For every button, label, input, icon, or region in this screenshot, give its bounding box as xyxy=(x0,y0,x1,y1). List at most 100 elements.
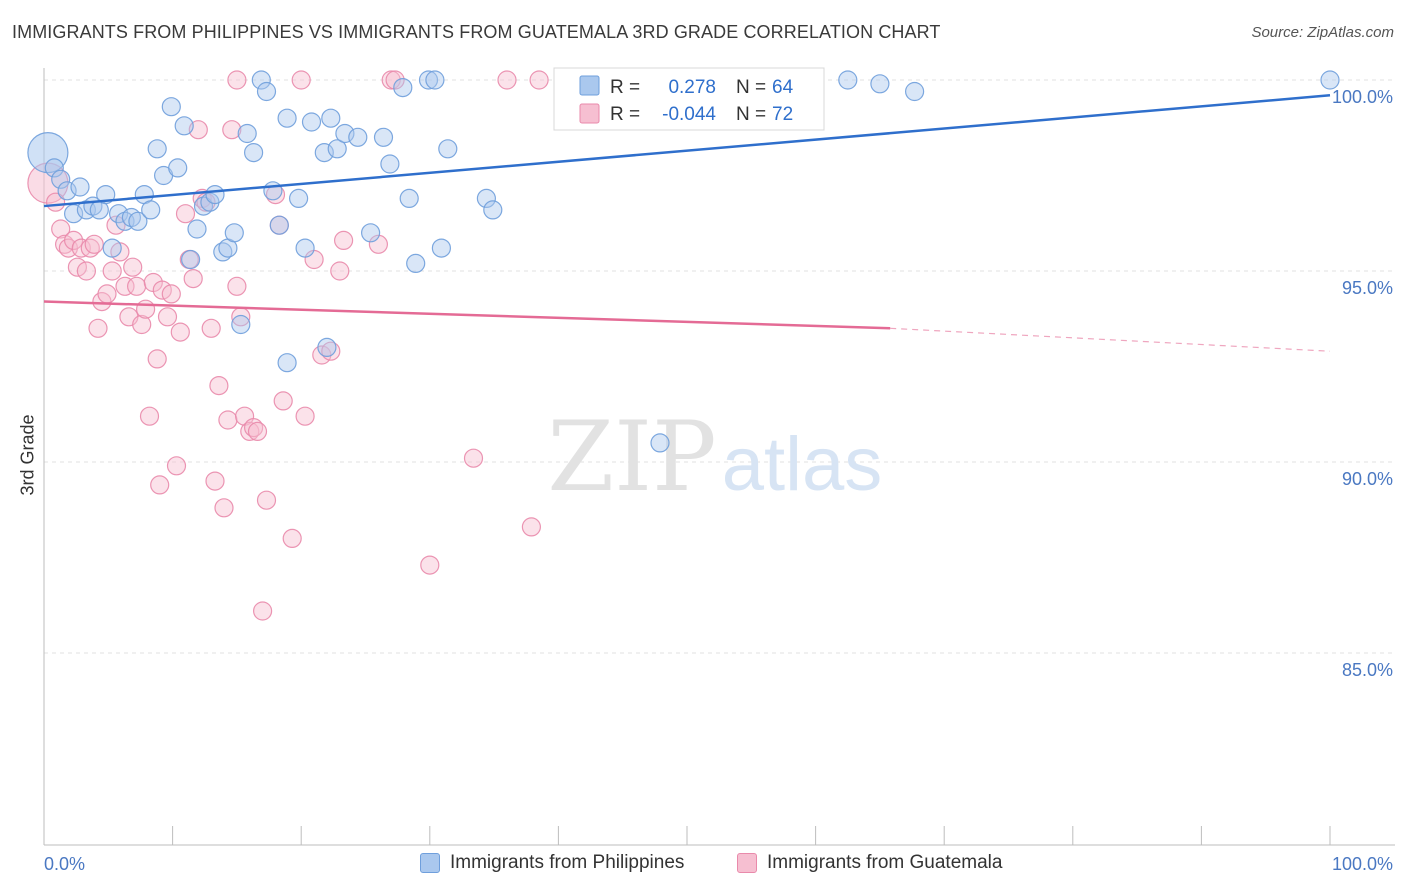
y-tick-label-3: 100.0% xyxy=(1332,87,1393,107)
stats-r-value-philippines: 0.278 xyxy=(668,77,716,98)
point-philippines-35 xyxy=(263,181,283,201)
y-tick-label-2: 95.0% xyxy=(1342,278,1393,298)
point-guatemala-55 xyxy=(295,406,315,426)
point-philippines-26 xyxy=(205,185,225,205)
point-philippines-53 xyxy=(425,70,445,90)
y-tick-label-0: 85.0% xyxy=(1342,660,1393,680)
series-guatemala-points xyxy=(27,70,549,621)
chart-title: IMMIGRANTS FROM PHILIPPINES VS IMMIGRANT… xyxy=(12,22,941,42)
stats-n-value-philippines: 64 xyxy=(772,77,794,98)
point-guatemala-70 xyxy=(150,475,170,495)
point-guatemala-68 xyxy=(291,70,311,90)
point-guatemala-71 xyxy=(521,517,542,537)
point-philippines-31 xyxy=(237,123,257,144)
grid xyxy=(44,79,1395,654)
point-philippines-11 xyxy=(108,204,129,224)
watermark-zip: ZIP xyxy=(547,401,716,513)
point-guatemala-23 xyxy=(139,406,160,426)
point-philippines-64 xyxy=(1320,70,1340,90)
point-philippines-49 xyxy=(393,77,413,98)
point-philippines-17 xyxy=(147,139,167,159)
y-tick-label-1: 90.0% xyxy=(1342,469,1393,489)
point-guatemala-8 xyxy=(76,261,97,281)
point-guatemala-38 xyxy=(205,471,225,491)
point-guatemala-22 xyxy=(136,299,156,319)
point-philippines-45 xyxy=(348,127,368,147)
point-philippines-30 xyxy=(231,314,251,335)
point-guatemala-13 xyxy=(97,284,117,304)
point-philippines-40 xyxy=(301,112,322,132)
legend-item-philippines: Immigrants from Philippines xyxy=(420,852,684,874)
point-guatemala-29 xyxy=(166,456,187,476)
point-guatemala-69 xyxy=(227,70,247,90)
point-guatemala-53 xyxy=(273,391,293,411)
point-philippines-9 xyxy=(96,185,116,205)
point-philippines-14 xyxy=(128,211,148,231)
point-philippines-55 xyxy=(438,139,458,159)
point-guatemala-46 xyxy=(240,421,260,441)
point-guatemala-27 xyxy=(157,307,178,327)
trend-line-guatemala xyxy=(43,300,891,330)
point-philippines-47 xyxy=(373,127,394,147)
point-philippines-23 xyxy=(187,219,207,239)
point-philippines-54 xyxy=(431,238,451,258)
point-guatemala-20 xyxy=(127,276,147,296)
point-philippines-58 xyxy=(317,337,337,357)
point-philippines-32 xyxy=(244,143,264,163)
legend-label-guatemala: Immigrants from Guatemala xyxy=(767,852,1003,873)
stats-n-value-guatemala: 72 xyxy=(772,104,793,125)
point-guatemala-17 xyxy=(115,276,135,296)
legend-item-guatemala: Immigrants from Guatemala xyxy=(737,852,1002,874)
stats-legend-swatch-guatemala xyxy=(579,103,600,124)
point-philippines-56 xyxy=(476,188,496,208)
x-tick-label-1: 100.0% xyxy=(1332,854,1393,874)
point-philippines-48 xyxy=(380,154,400,174)
point-philippines-0 xyxy=(27,132,69,174)
point-philippines-20 xyxy=(168,158,188,178)
point-philippines-51 xyxy=(406,253,426,273)
stats-n-label-philippines: N = xyxy=(736,77,766,98)
point-guatemala-59 xyxy=(330,261,350,281)
point-philippines-16 xyxy=(141,200,161,220)
point-philippines-59 xyxy=(277,353,297,373)
point-philippines-57 xyxy=(483,200,503,220)
axes xyxy=(43,68,1395,846)
point-philippines-21 xyxy=(174,116,194,136)
stats-r-label-guatemala: R = xyxy=(610,104,640,125)
stats-legend-swatch-philippines xyxy=(579,75,600,96)
point-guatemala-21 xyxy=(132,314,152,335)
series-philippines-points xyxy=(27,70,1340,453)
x-tick-label-0: 0.0% xyxy=(44,854,85,874)
trend-line-guatemala-extension xyxy=(890,327,1331,352)
watermark-atlas: atlas xyxy=(722,422,883,507)
point-guatemala-41 xyxy=(218,410,238,430)
point-guatemala-66 xyxy=(497,70,517,90)
point-philippines-34 xyxy=(256,81,277,102)
point-philippines-63 xyxy=(904,81,925,102)
point-philippines-61 xyxy=(838,70,858,90)
point-guatemala-37 xyxy=(201,318,221,338)
stats-r-value-guatemala: -0.044 xyxy=(662,104,716,125)
point-guatemala-65 xyxy=(463,448,484,468)
point-guatemala-11 xyxy=(88,318,108,338)
watermark: ZIP atlas xyxy=(547,401,882,513)
point-guatemala-64 xyxy=(420,555,440,575)
point-guatemala-67 xyxy=(529,70,549,90)
point-guatemala-43 xyxy=(227,276,247,296)
source-label: Source: ZipAtlas.com xyxy=(1251,24,1394,41)
point-philippines-29 xyxy=(224,223,244,243)
point-guatemala-60 xyxy=(334,230,354,250)
point-guatemala-19 xyxy=(123,257,143,277)
point-philippines-27 xyxy=(213,242,233,262)
point-philippines-1 xyxy=(44,158,64,178)
point-philippines-10 xyxy=(102,238,122,258)
point-guatemala-50 xyxy=(256,490,277,510)
point-philippines-46 xyxy=(361,223,381,243)
point-guatemala-14 xyxy=(102,261,122,281)
point-philippines-38 xyxy=(289,188,309,208)
point-guatemala-5 xyxy=(63,230,84,250)
point-philippines-60 xyxy=(650,433,670,453)
point-philippines-43 xyxy=(327,139,347,159)
trend-lines xyxy=(43,94,1331,352)
point-guatemala-40 xyxy=(214,498,234,518)
